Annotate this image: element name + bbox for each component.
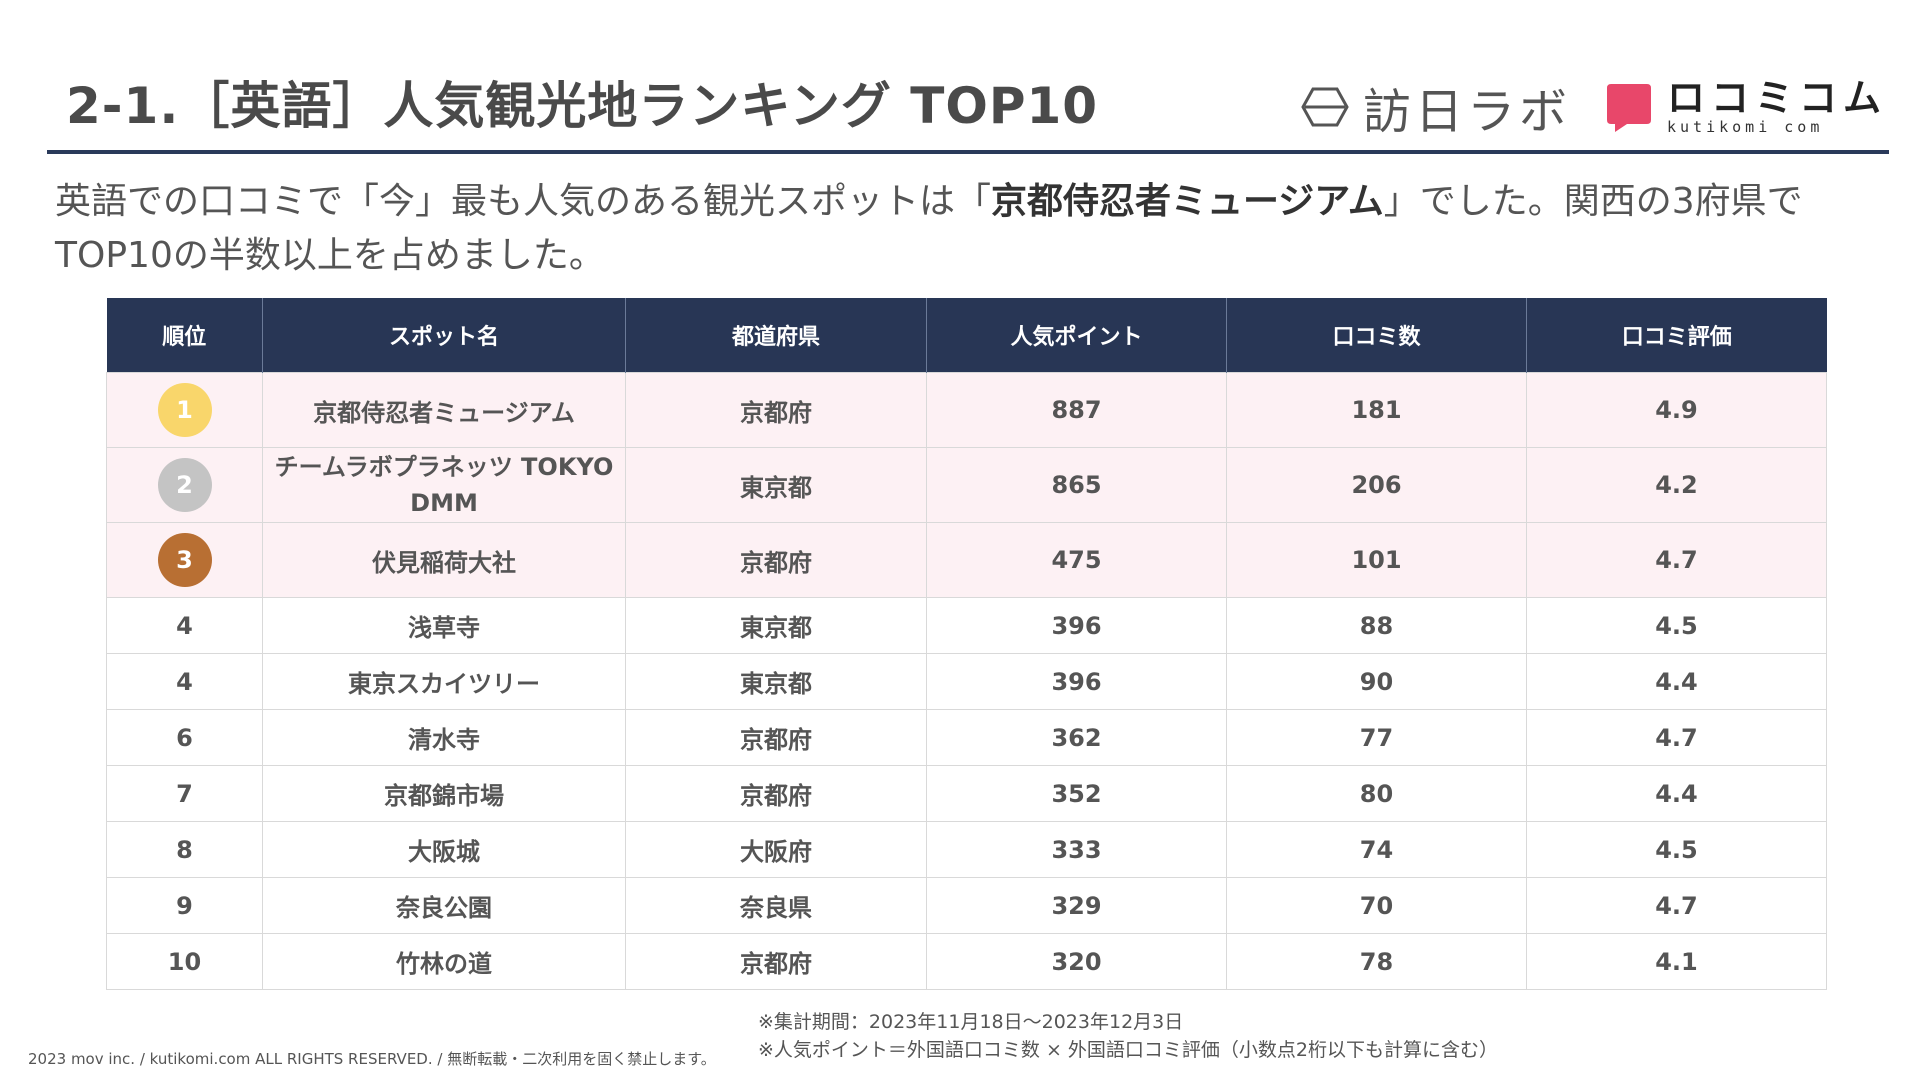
review-count-cell: 181 bbox=[1226, 372, 1527, 448]
footnote-period: ※集計期間：2023年11月18日〜2023年12月3日 bbox=[758, 1011, 1184, 1033]
rating-cell: 4.1 bbox=[1526, 933, 1827, 990]
table-row: 1 京都侍忍者ミュージアム 京都府 887 181 4.9 bbox=[106, 372, 1827, 448]
hexagon-logo-icon bbox=[1301, 87, 1349, 127]
prefecture-cell: 東京都 bbox=[625, 653, 927, 710]
table-row: 4 浅草寺 東京都 396 88 4.5 bbox=[106, 597, 1827, 654]
kutikomi-logo-text: ロコミコム bbox=[1666, 76, 1887, 120]
page-title: 2-1.［英語］人気観光地ランキング TOP10 bbox=[66, 77, 1099, 135]
table-row: 9 奈良公園 奈良県 329 70 4.7 bbox=[106, 877, 1827, 934]
spot-cell: 伏見稲荷大社 bbox=[262, 522, 626, 598]
points-cell: 887 bbox=[926, 372, 1227, 448]
prefecture-cell: 東京都 bbox=[625, 597, 927, 654]
rank-cell: 6 bbox=[106, 709, 263, 766]
points-cell: 396 bbox=[926, 597, 1227, 654]
table-row: 6 清水寺 京都府 362 77 4.7 bbox=[106, 709, 1827, 766]
rank-cell: 1 bbox=[106, 372, 263, 448]
footnote-formula: ※人気ポイント＝外国語口コミ数 × 外国語口コミ評価（小数点2桁以下も計算に含む… bbox=[758, 1039, 1499, 1061]
houjin-lab-logo-text: 訪日ラボ bbox=[1362, 84, 1571, 140]
points-cell: 320 bbox=[926, 933, 1227, 990]
lead-emphasis: 京都侍忍者ミュージアム bbox=[991, 181, 1384, 222]
table-row: 2 チームラボプラネッツ TOKYO DMM 東京都 865 206 4.2 bbox=[106, 447, 1827, 523]
rank-cell: 10 bbox=[106, 933, 263, 990]
prefecture-cell: 京都府 bbox=[625, 709, 927, 766]
rank-cell: 3 bbox=[106, 522, 263, 598]
silver-medal-badge: 2 bbox=[157, 458, 212, 512]
lead-text-1: 英語での口コミで「今」最も人気のある観光スポットは「 bbox=[55, 181, 992, 222]
review-count-cell: 80 bbox=[1226, 765, 1527, 822]
prefecture-cell: 東京都 bbox=[625, 447, 927, 523]
spot-cell: 京都侍忍者ミュージアム bbox=[262, 372, 626, 448]
table-row: 8 大阪城 大阪府 333 74 4.5 bbox=[106, 821, 1827, 878]
prefecture-cell: 京都府 bbox=[625, 765, 927, 822]
prefecture-cell: 京都府 bbox=[625, 933, 927, 990]
logo-area: 訪日ラボ ロコミコム kutikomi com bbox=[1301, 72, 1887, 142]
points-cell: 352 bbox=[926, 765, 1227, 822]
lead-paragraph: 英語での口コミで「今」最も人気のある観光スポットは「京都侍忍者ミュージアム」でし… bbox=[55, 175, 1885, 283]
rating-cell: 4.7 bbox=[1526, 877, 1827, 934]
spot-cell: 奈良公園 bbox=[262, 877, 626, 934]
rating-cell: 4.5 bbox=[1526, 821, 1827, 878]
speech-bubble-icon bbox=[1606, 84, 1651, 132]
review-count-cell: 88 bbox=[1226, 597, 1527, 654]
table-row: 10 竹林の道 京都府 320 78 4.1 bbox=[106, 933, 1827, 990]
spot-cell: 竹林の道 bbox=[262, 933, 626, 990]
review-count-cell: 78 bbox=[1226, 933, 1527, 990]
rank-cell: 2 bbox=[106, 447, 263, 523]
points-cell: 362 bbox=[926, 709, 1227, 766]
kutikomi-logo: ロコミコム kutikomi com bbox=[1606, 76, 1887, 136]
column-header-spot: スポット名 bbox=[262, 298, 626, 373]
rank-cell: 8 bbox=[106, 821, 263, 878]
review-count-cell: 206 bbox=[1226, 447, 1527, 523]
copyright-notice: 2023 mov inc. / kutikomi.com ALL RIGHTS … bbox=[28, 1050, 716, 1068]
points-cell: 865 bbox=[926, 447, 1227, 523]
column-header-prefecture: 都道府県 bbox=[625, 298, 927, 373]
points-cell: 396 bbox=[926, 653, 1227, 710]
rating-cell: 4.7 bbox=[1526, 522, 1827, 598]
rank-cell: 9 bbox=[106, 877, 263, 934]
column-header-rank: 順位 bbox=[106, 298, 263, 373]
rating-cell: 4.4 bbox=[1526, 765, 1827, 822]
rating-cell: 4.9 bbox=[1526, 372, 1827, 448]
prefecture-cell: 京都府 bbox=[625, 372, 927, 448]
table-row: 4 東京スカイツリー 東京都 396 90 4.4 bbox=[106, 653, 1827, 710]
review-count-cell: 74 bbox=[1226, 821, 1527, 878]
gold-medal-badge: 1 bbox=[157, 383, 212, 437]
points-cell: 475 bbox=[926, 522, 1227, 598]
review-count-cell: 77 bbox=[1226, 709, 1527, 766]
prefecture-cell: 奈良県 bbox=[625, 877, 927, 934]
table-row: 7 京都錦市場 京都府 352 80 4.4 bbox=[106, 765, 1827, 822]
column-header-rating: 口コミ評価 bbox=[1526, 298, 1827, 373]
houjin-lab-logo: 訪日ラボ bbox=[1301, 72, 1571, 142]
points-cell: 329 bbox=[926, 877, 1227, 934]
review-count-cell: 70 bbox=[1226, 877, 1527, 934]
spot-cell: 東京スカイツリー bbox=[262, 653, 626, 710]
column-header-points: 人気ポイント bbox=[926, 298, 1227, 373]
lead-text-2: 」でした。関西の3府県でTOP10の半数以上を占めました。 bbox=[55, 181, 1803, 276]
review-count-cell: 90 bbox=[1226, 653, 1527, 710]
kutikomi-logo-subtext: kutikomi com bbox=[1666, 118, 1824, 136]
table-row: 3 伏見稲荷大社 京都府 475 101 4.7 bbox=[106, 522, 1827, 598]
header-divider bbox=[47, 150, 1889, 154]
rating-cell: 4.4 bbox=[1526, 653, 1827, 710]
rating-cell: 4.7 bbox=[1526, 709, 1827, 766]
table-header-row: 順位 スポット名 都道府県 人気ポイント 口コミ数 口コミ評価 bbox=[106, 298, 1827, 373]
points-cell: 333 bbox=[926, 821, 1227, 878]
prefecture-cell: 京都府 bbox=[625, 522, 927, 598]
bronze-medal-badge: 3 bbox=[157, 533, 212, 587]
rank-cell: 4 bbox=[106, 653, 263, 710]
prefecture-cell: 大阪府 bbox=[625, 821, 927, 878]
column-header-review-count: 口コミ数 bbox=[1226, 298, 1527, 373]
rank-cell: 7 bbox=[106, 765, 263, 822]
spot-cell: 浅草寺 bbox=[262, 597, 626, 654]
spot-cell: 清水寺 bbox=[262, 709, 626, 766]
spot-cell: 京都錦市場 bbox=[262, 765, 626, 822]
rank-cell: 4 bbox=[106, 597, 263, 654]
review-count-cell: 101 bbox=[1226, 522, 1527, 598]
ranking-table: 順位 スポット名 都道府県 人気ポイント 口コミ数 口コミ評価 1 京都侍忍者ミ… bbox=[106, 298, 1827, 990]
spot-cell: 大阪城 bbox=[262, 821, 626, 878]
rating-cell: 4.2 bbox=[1526, 447, 1827, 523]
spot-cell: チームラボプラネッツ TOKYO DMM bbox=[262, 447, 626, 523]
rating-cell: 4.5 bbox=[1526, 597, 1827, 654]
footnotes: ※集計期間：2023年11月18日〜2023年12月3日 ※人気ポイント＝外国語… bbox=[758, 1008, 1498, 1064]
